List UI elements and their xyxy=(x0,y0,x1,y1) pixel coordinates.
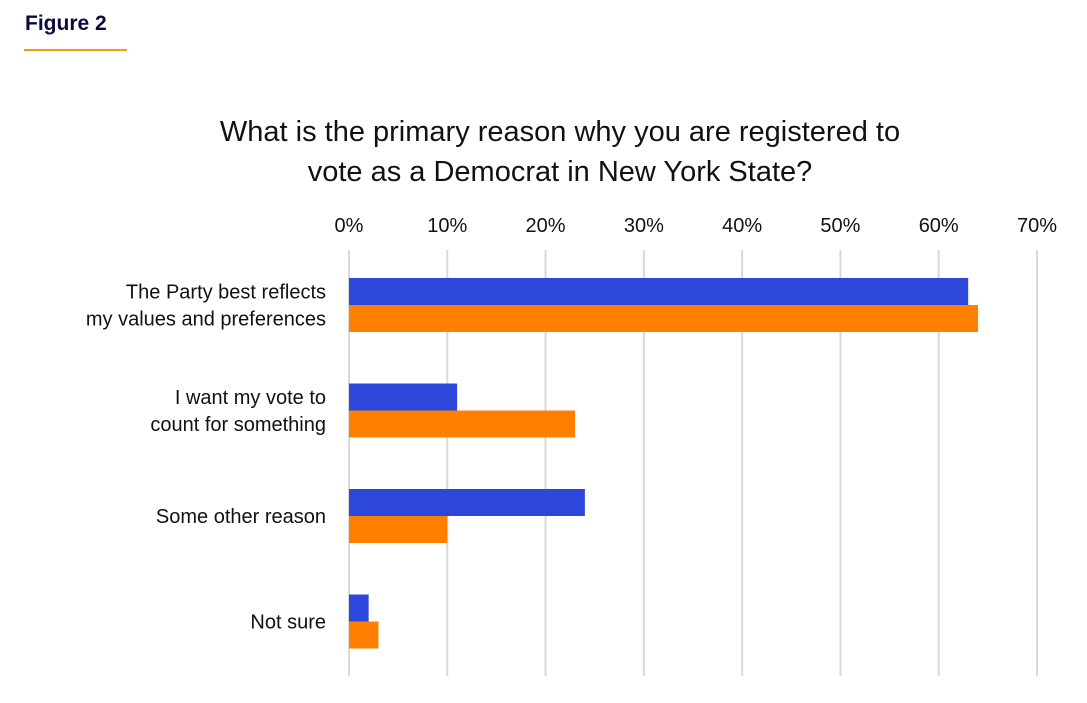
category-label: I want my vote to xyxy=(175,387,326,409)
category-label: Not sure xyxy=(250,612,326,634)
x-tick-label: 30% xyxy=(624,215,664,237)
chart-title-line: What is the primary reason why you are r… xyxy=(219,116,901,148)
category-label: Some other reason xyxy=(156,506,326,528)
category-label: The Party best reflects xyxy=(126,282,326,304)
bar xyxy=(349,621,379,649)
bar xyxy=(349,594,369,622)
x-tick-label: 20% xyxy=(526,215,566,237)
bar xyxy=(349,516,448,543)
figure-label-underline xyxy=(24,49,127,51)
x-tick-label: 0% xyxy=(335,215,364,237)
category-label: my values and preferences xyxy=(86,309,326,331)
category-label: count for something xyxy=(150,414,326,436)
x-tick-label: 70% xyxy=(1017,215,1057,237)
bar xyxy=(349,278,969,305)
bar xyxy=(349,305,979,332)
bar xyxy=(349,410,576,438)
bar xyxy=(349,489,585,516)
bar xyxy=(349,383,458,411)
x-tick-label: 10% xyxy=(427,215,467,237)
figure-label: Figure 2 xyxy=(25,12,107,35)
x-tick-label: 60% xyxy=(919,215,959,237)
chart-title-line: vote as a Democrat in New York State? xyxy=(307,156,813,188)
x-tick-label: 40% xyxy=(722,215,762,237)
chart-title: What is the primary reason why you are r… xyxy=(0,112,1087,192)
x-tick-label: 50% xyxy=(820,215,860,237)
